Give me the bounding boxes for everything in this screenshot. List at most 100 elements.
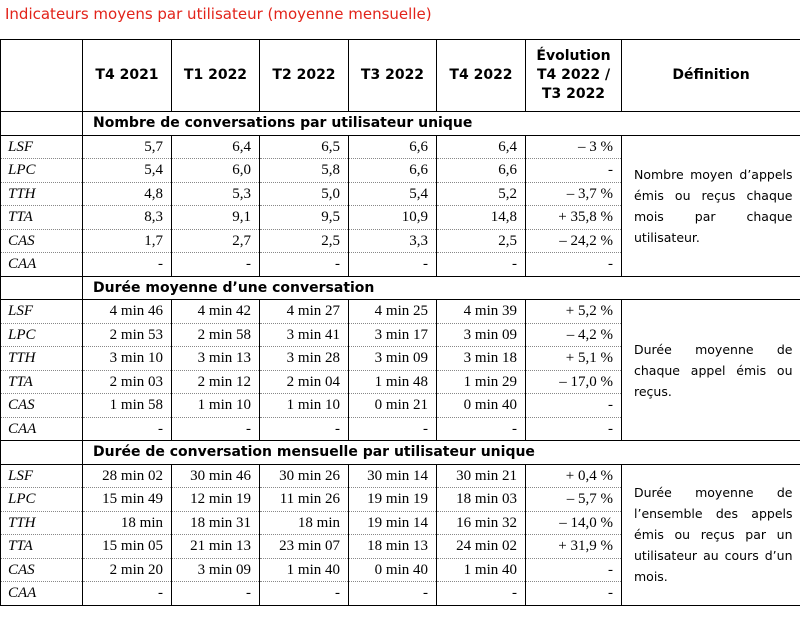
table-row: LPC 5,4 6,0 5,8 6,6 6,6- (0, 158, 800, 183)
value-t2-2022: 23 min 07 (259, 534, 349, 559)
value-t3-2022: 3 min 09 (348, 346, 437, 371)
value-t4-2022: 6,6 (436, 158, 526, 183)
value-t3-2022: 3,3 (348, 228, 437, 253)
table-row: TTH 4,8 5,3 5,0 5,4 5,2– 3,7 % (0, 181, 800, 206)
value-t4-2022: - (436, 252, 526, 277)
value-t1-2022: 4 min 42 (171, 299, 260, 324)
value-t3-2022: 4 min 25 (348, 299, 437, 324)
value-t1-2022: 2 min 58 (171, 322, 260, 347)
value-t1-2022: 3 min 09 (171, 557, 260, 582)
table-row: CAA - - - - - - (0, 581, 800, 606)
value-t3-2022: 1 min 48 (348, 369, 437, 394)
row-label: CAA (0, 581, 83, 606)
table-row: CAS 1 min 58 1 min 10 1 min 10 0 min 21 0 min… (0, 393, 800, 418)
value-t2-2022: - (259, 252, 349, 277)
table-row: LSF 5,7 6,4 6,5 6,6 6,4– 3 % Nombre moyen d’ap… (0, 134, 800, 277)
value-t4-2022: 3 min 09 (436, 322, 526, 347)
value-t4-2022: 1 min 40 (436, 557, 526, 582)
section-row: Durée de conversation mensuelle par util… (0, 440, 800, 465)
row-label: CAS (0, 557, 83, 582)
value-t4-2021: - (82, 581, 172, 606)
evolution-value: + 31,9 % (525, 534, 622, 559)
value-t4-2022: 2,5 (436, 228, 526, 253)
value-t1-2022: - (171, 581, 260, 606)
page-title: Indicateurs moyens par utilisateur (moye… (5, 5, 432, 23)
value-t4-2022: 16 min 32 (436, 510, 526, 535)
table-row: LSF 28 min 02 30 min 46 30 min 26 30 min 14 3… (0, 463, 800, 606)
value-t4-2022: 18 min 03 (436, 487, 526, 512)
evolution-value: - (525, 557, 622, 582)
value-t2-2022: 3 min 41 (259, 322, 349, 347)
row-label: LPC (0, 158, 83, 183)
table-row: TTH 3 min 10 3 min 13 3 min 28 3 min 09 3 min… (0, 346, 800, 371)
value-t2-2022: 18 min (259, 510, 349, 535)
section-definition-cell (621, 111, 800, 136)
value-t4-2021: 4 min 46 (82, 299, 172, 324)
definition-text: Durée moyenne de l’ensemble des appels é… (621, 463, 800, 606)
value-t4-2021: 5,7 (82, 134, 172, 159)
header-t4-2022: T4 2022 (436, 39, 526, 112)
value-t3-2022: 30 min 14 (348, 463, 437, 488)
row-label: CAA (0, 252, 83, 277)
value-t4-2021: 2 min 53 (82, 322, 172, 347)
value-t2-2022: 5,8 (259, 158, 349, 183)
value-t4-2021: 15 min 05 (82, 534, 172, 559)
row-label: LSF (0, 463, 83, 488)
value-t4-2022: 3 min 18 (436, 346, 526, 371)
value-t1-2022: 21 min 13 (171, 534, 260, 559)
value-t3-2022: - (348, 416, 437, 441)
evolution-value: + 0,4 % (525, 463, 622, 488)
value-t3-2022: 5,4 (348, 181, 437, 206)
value-t1-2022: 12 min 19 (171, 487, 260, 512)
value-t4-2021: 18 min (82, 510, 172, 535)
value-t1-2022: 5,3 (171, 181, 260, 206)
definition-text: Durée moyenne de chaque appel émis ou re… (621, 299, 800, 441)
value-t1-2022: 30 min 46 (171, 463, 260, 488)
table-row: LPC 2 min 53 2 min 58 3 min 41 3 min 17 3 min… (0, 322, 800, 347)
value-t2-2022: - (259, 581, 349, 606)
section-row: Nombre de conversations par utilisateur … (0, 111, 800, 136)
value-t1-2022: 6,4 (171, 134, 260, 159)
table-row: TTA 15 min 05 21 min 13 23 min 07 18 min 13 2… (0, 534, 800, 559)
value-t1-2022: 3 min 13 (171, 346, 260, 371)
section-definition-cell (621, 440, 800, 465)
value-t4-2021: 8,3 (82, 205, 172, 230)
value-t4-2021: 28 min 02 (82, 463, 172, 488)
value-t2-2022: - (259, 416, 349, 441)
value-t4-2021: 1 min 58 (82, 393, 172, 418)
row-label: CAA (0, 416, 83, 441)
row-label: CAS (0, 393, 83, 418)
value-t4-2022: 4 min 39 (436, 299, 526, 324)
row-label: LPC (0, 487, 83, 512)
section-label-cell (0, 440, 83, 465)
value-t3-2022: - (348, 252, 437, 277)
header-definition: Définition (621, 39, 800, 112)
section-title: Nombre de conversations par utilisateur … (82, 111, 622, 136)
value-t2-2022: 9,5 (259, 205, 349, 230)
row-label: TTH (0, 346, 83, 371)
header-t1-2022: T1 2022 (171, 39, 260, 112)
value-t1-2022: 6,0 (171, 158, 260, 183)
value-t4-2022: 5,2 (436, 181, 526, 206)
evolution-value: – 3,7 % (525, 181, 622, 206)
row-label: TTA (0, 534, 83, 559)
value-t3-2022: 0 min 40 (348, 557, 437, 582)
value-t3-2022: 6,6 (348, 158, 437, 183)
value-t4-2021: - (82, 416, 172, 441)
header-row: T4 2021 T1 2022 T2 2022 T3 2022 T4 2022 … (0, 39, 800, 112)
value-t4-2021: 4,8 (82, 181, 172, 206)
value-t3-2022: 18 min 13 (348, 534, 437, 559)
value-t2-2022: 3 min 28 (259, 346, 349, 371)
value-t2-2022: 4 min 27 (259, 299, 349, 324)
evolution-value: – 24,2 % (525, 228, 622, 253)
value-t2-2022: 11 min 26 (259, 487, 349, 512)
value-t4-2022: - (436, 581, 526, 606)
evolution-value: - (525, 581, 622, 606)
row-label: TTA (0, 369, 83, 394)
row-label: TTH (0, 510, 83, 535)
header-t2-2022: T2 2022 (259, 39, 349, 112)
value-t4-2021: - (82, 252, 172, 277)
value-t2-2022: 6,5 (259, 134, 349, 159)
value-t1-2022: - (171, 416, 260, 441)
value-t2-2022: 1 min 40 (259, 557, 349, 582)
